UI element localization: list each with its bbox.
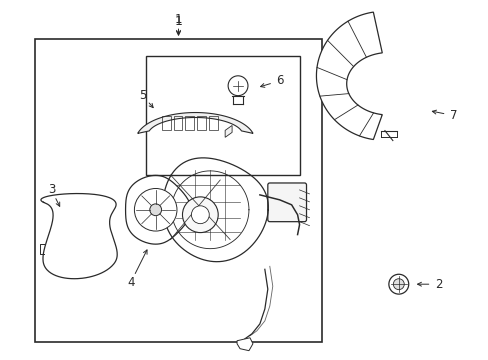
Circle shape bbox=[191, 206, 209, 224]
Text: 4: 4 bbox=[127, 276, 134, 289]
Bar bbox=[145, 56, 299, 175]
Bar bbox=[197, 117, 206, 130]
Text: 1: 1 bbox=[174, 15, 182, 28]
Circle shape bbox=[182, 197, 218, 233]
Circle shape bbox=[392, 279, 404, 290]
Text: 2: 2 bbox=[434, 278, 441, 291]
Polygon shape bbox=[316, 12, 382, 140]
Polygon shape bbox=[237, 338, 252, 351]
Bar bbox=[35, 39, 322, 342]
Text: 3: 3 bbox=[48, 184, 55, 197]
Bar bbox=[185, 117, 194, 130]
Text: 7: 7 bbox=[448, 109, 456, 122]
Polygon shape bbox=[224, 125, 232, 137]
Text: 5: 5 bbox=[139, 89, 146, 102]
Bar bbox=[162, 117, 170, 130]
Polygon shape bbox=[138, 113, 252, 134]
Bar bbox=[209, 117, 218, 130]
Circle shape bbox=[149, 204, 161, 216]
Circle shape bbox=[388, 274, 408, 294]
Circle shape bbox=[228, 76, 247, 96]
FancyBboxPatch shape bbox=[267, 183, 306, 222]
Bar bbox=[173, 117, 182, 130]
Circle shape bbox=[134, 189, 177, 231]
Text: 1: 1 bbox=[174, 13, 182, 26]
Text: 6: 6 bbox=[275, 74, 283, 87]
